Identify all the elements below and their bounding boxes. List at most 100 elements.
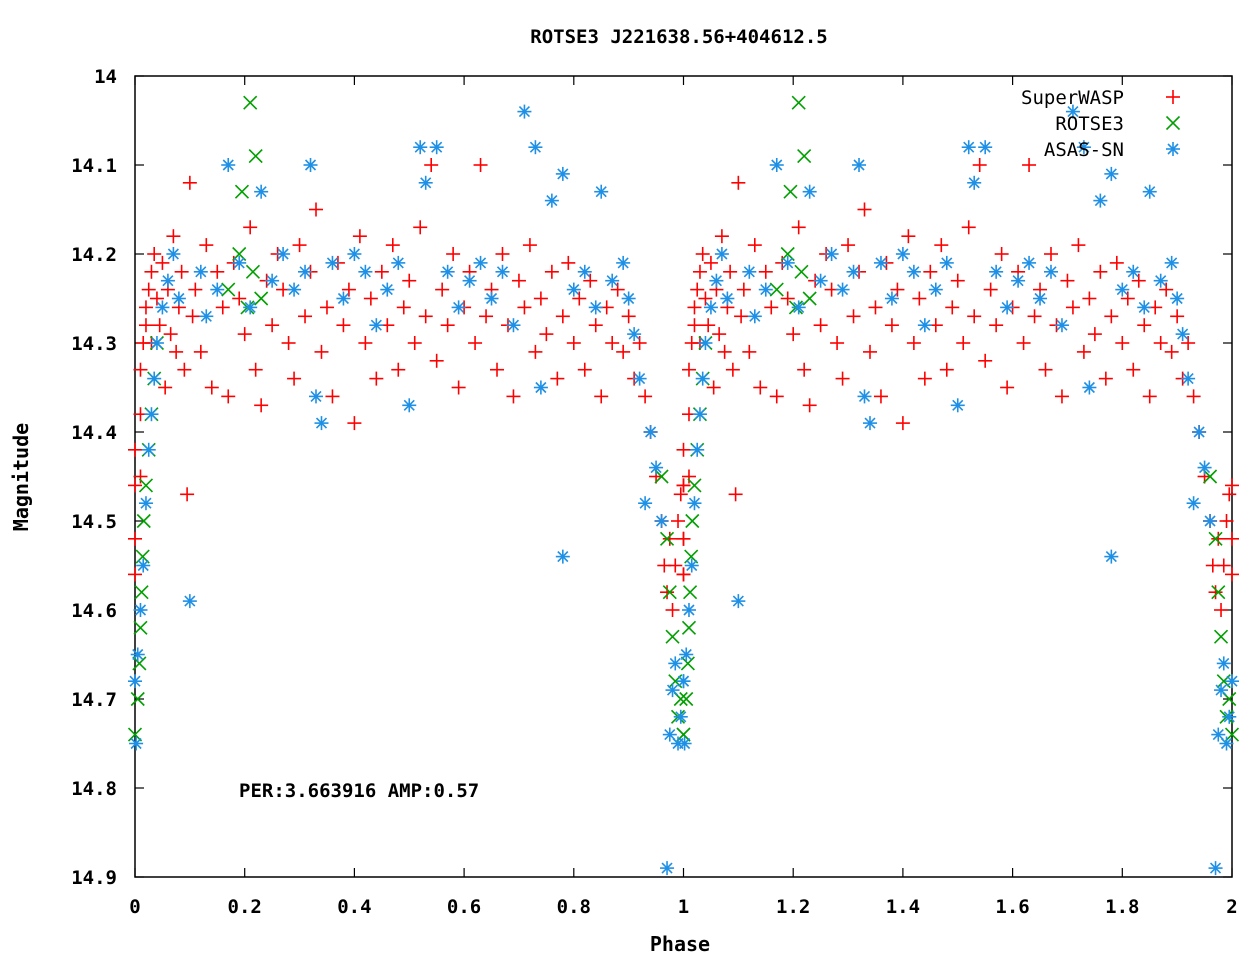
data-point-superwasp [1038,362,1053,377]
data-point-superwasp [695,247,710,261]
data-point-superwasp [862,344,877,359]
data-point-superwasp [725,362,740,377]
data-point-asas-sn [681,603,696,617]
data-point-superwasp [692,264,707,279]
data-point-asas-sn [577,264,592,279]
data-point-rotse3 [134,585,149,600]
data-point-asas-sn [1104,166,1119,181]
data-point-asas-sn [336,291,351,306]
data-point-superwasp [193,344,208,359]
data-point-superwasp [418,309,433,324]
data-point-superwasp [215,300,230,315]
data-point-superwasp [490,362,505,377]
data-point-superwasp [1054,389,1069,404]
data-point-superwasp [177,362,192,377]
data-point-asas-sn [1186,496,1201,511]
data-point-asas-sn [429,140,444,155]
data-point-asas-sn [1076,140,1091,155]
data-point-asas-sn [1192,425,1207,439]
data-point-superwasp [676,478,691,493]
data-point-superwasp [402,273,417,288]
x-tick-label: 1 [678,896,689,918]
data-point-superwasp [435,282,450,297]
legend-marker-superwasp [1166,90,1180,104]
data-point-asas-sn [928,282,943,297]
data-point-asas-sn [325,255,340,270]
data-point-superwasp [728,487,743,502]
data-point-superwasp [479,309,494,324]
data-point-asas-sn [884,291,899,306]
data-point-asas-sn [141,442,156,457]
data-point-superwasp [983,282,998,297]
data-point-superwasp [616,344,631,359]
data-point-rotse3 [687,478,702,493]
data-point-asas-sn [720,291,735,306]
data-point-superwasp [506,389,521,404]
data-point-asas-sn [852,158,867,172]
data-point-asas-sn [160,273,175,288]
x-tick-label: 0 [129,896,140,918]
data-point-asas-sn [961,140,976,155]
data-point-rotse3 [797,149,812,164]
data-point-superwasp [698,291,713,306]
data-point-superwasp [797,362,812,377]
data-point-superwasp [281,336,296,350]
data-point-asas-sn [791,300,806,315]
y-tick-labels: 14 14.1 14.2 14.3 14.4 14.5 14.6 14.7 14.8 14.9 [71,66,117,889]
data-point-superwasp [1131,273,1146,288]
data-point-asas-sn [731,594,746,609]
data-point-superwasp [1043,247,1058,261]
data-point-asas-sn [684,558,699,573]
data-point-superwasp [1214,603,1229,617]
data-point-rotse3 [769,282,784,297]
data-point-asas-sn [588,300,603,315]
data-point-rotse3 [243,95,258,110]
x-tick-label: 0.2 [228,896,262,918]
data-point-superwasp [690,282,705,297]
data-point-superwasp [133,469,148,484]
data-point-superwasp [363,291,378,306]
data-point-superwasp [287,371,302,386]
data-point-rotse3 [783,184,798,199]
data-point-superwasp [764,300,779,315]
data-point-asas-sn [1214,683,1229,698]
data-point-asas-sn [1211,727,1226,742]
data-point-superwasp [632,336,647,350]
data-point-superwasp [671,514,686,528]
data-point-superwasp [901,229,916,244]
x-axis-title: Phase [650,932,710,956]
data-point-superwasp [1104,309,1119,324]
data-point-asas-sn [149,336,164,350]
data-point-superwasp [1016,336,1031,350]
data-point-superwasp [830,336,845,350]
axis-ticks [134,75,1233,878]
data-point-superwasp [703,255,718,270]
data-point-asas-sn [369,318,384,333]
data-point-rotse3 [794,264,809,279]
data-point-asas-sn [506,318,521,333]
data-point-superwasp [133,362,148,377]
data-point-rotse3 [665,629,680,644]
data-point-asas-sn [824,247,839,261]
data-point-asas-sn [917,318,932,333]
data-point-superwasp [347,416,362,431]
data-point-superwasp [723,264,738,279]
data-point-superwasp [325,389,340,404]
data-point-asas-sn [1104,549,1119,564]
y-tick-label: 14.1 [71,155,117,177]
data-point-superwasp [873,389,888,404]
data-point-superwasp [945,300,960,315]
data-point-superwasp [232,291,247,306]
data-point-rotse3 [254,291,269,306]
data-point-rotse3 [132,656,147,671]
data-point-superwasp [446,247,461,261]
data-point-superwasp [950,273,965,288]
data-point-asas-sn [144,407,159,422]
data-point-superwasp [128,531,142,546]
data-point-asas-sn [632,371,647,386]
data-point-asas-sn [495,264,510,279]
data-point-superwasp [923,264,938,279]
y-tick-label: 14.5 [71,511,117,533]
data-point-asas-sn [1033,291,1048,306]
series-rotse3 [127,95,1240,742]
